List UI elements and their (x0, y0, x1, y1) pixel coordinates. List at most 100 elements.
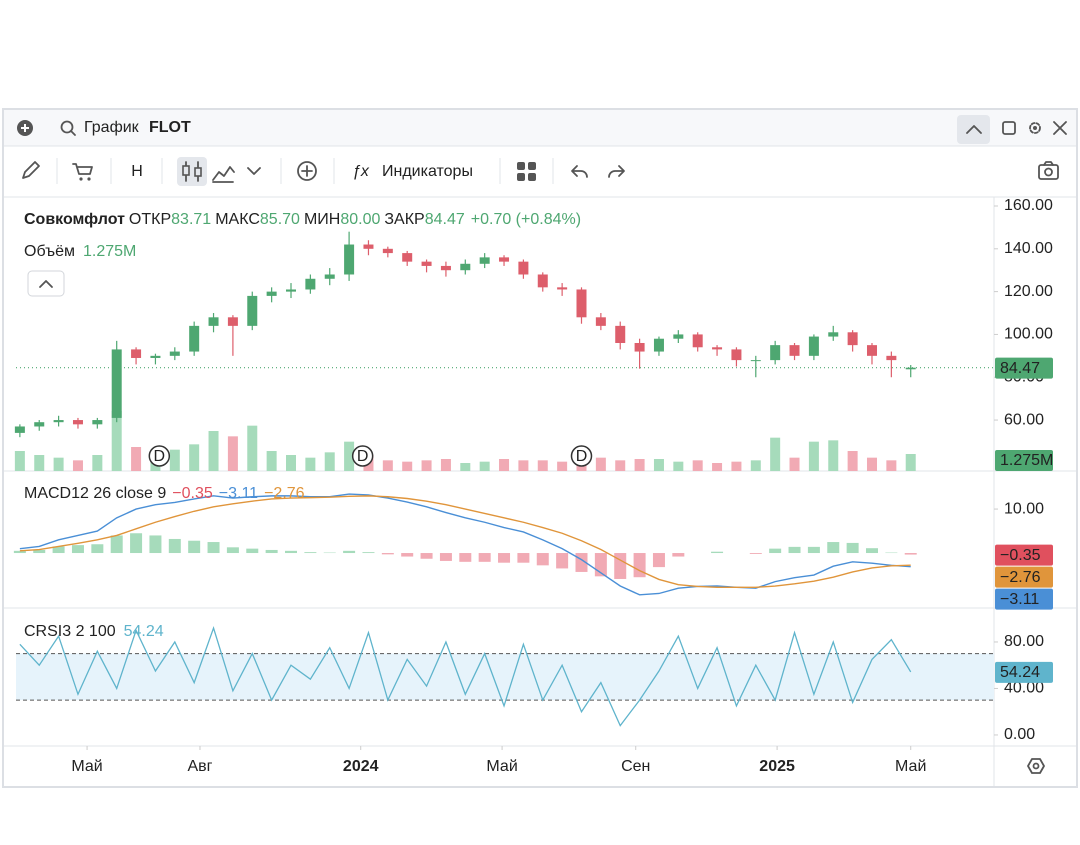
indicators-button[interactable]: Индикаторы (382, 163, 473, 180)
histogram-bar (401, 553, 414, 557)
dividend-label: D (154, 448, 166, 465)
volume-bar (227, 436, 238, 471)
volume-bar (866, 457, 877, 471)
search-icon[interactable] (60, 120, 76, 136)
compare-button[interactable] (297, 161, 317, 181)
volume-bar (789, 457, 800, 471)
legend-item: −0.35 (172, 485, 213, 502)
candle-body (750, 360, 761, 362)
indicator-tag-bg (995, 566, 1053, 588)
legend-item: ОТКР (129, 211, 171, 228)
candle-body (53, 420, 64, 423)
volume-bar (402, 461, 413, 471)
candle-body (789, 345, 800, 356)
candle-body (440, 265, 451, 271)
candle-body (479, 257, 490, 264)
histogram-bar (130, 533, 143, 554)
x-tick-label: 2024 (343, 758, 379, 775)
interval[interactable]: Н (131, 163, 143, 180)
x-tick-label: Май (486, 758, 517, 775)
candle-body (576, 289, 587, 318)
ticker[interactable]: FLOT (149, 119, 191, 136)
candle-body (557, 287, 568, 290)
legend: CRSI3 2 100 54.24 (24, 623, 164, 640)
undo-button[interactable] (571, 165, 588, 178)
histogram-bar (846, 542, 859, 554)
y-tick-label: 120.00 (1004, 283, 1053, 300)
draw-tool[interactable] (22, 161, 40, 179)
volume-bar (131, 447, 142, 471)
histogram-bar (459, 553, 472, 562)
legend-item: Совкомфлот (24, 211, 125, 228)
histogram-bar (827, 542, 840, 554)
legend-item: −3.11 (219, 485, 258, 502)
legend-item: +0.70 (+0.84%) (471, 211, 581, 228)
macd-line (19, 493, 911, 596)
candle-body (886, 355, 897, 361)
layout-button[interactable] (517, 162, 536, 181)
dividend-label: D (576, 448, 588, 465)
trade-button[interactable] (72, 163, 93, 181)
candle-body (286, 289, 297, 292)
screenshot-button[interactable] (1038, 161, 1059, 180)
volume-bar (324, 452, 335, 471)
line-chart-button[interactable] (212, 166, 235, 183)
add-button[interactable] (17, 120, 33, 136)
chart-type-menu[interactable] (247, 167, 261, 175)
last-volume-tag: 1.275M (1000, 452, 1053, 469)
y-tick-label: 100.00 (1004, 326, 1053, 343)
indicator-tag: 54.24 (1000, 664, 1040, 681)
candle-body (227, 317, 238, 326)
histogram-bar (285, 550, 298, 554)
indicator-tag: −2.76 (1000, 569, 1041, 586)
histogram-bar (865, 548, 878, 554)
legend-item: MACD12 26 close 9 (24, 485, 166, 502)
collapse-button[interactable] (957, 115, 990, 144)
settings-axis-button[interactable] (1027, 758, 1045, 774)
fx-icon: ƒx (352, 163, 370, 180)
candle-body (92, 420, 103, 425)
legend-toggle[interactable] (27, 270, 65, 297)
volume-bar (189, 444, 200, 471)
indicator-tag-bg (995, 661, 1053, 683)
legend-item: МАКС (215, 211, 260, 228)
volume-bar (34, 455, 45, 471)
legend-item: Объём (24, 243, 75, 260)
candle-body (653, 338, 664, 352)
candle-body (421, 261, 432, 266)
volume-bar (421, 460, 432, 471)
title-bar (4, 110, 1076, 146)
close-button[interactable] (1053, 121, 1067, 135)
legend-item: МИН (304, 211, 340, 228)
settings-button[interactable] (1029, 122, 1041, 134)
candle-body (131, 349, 142, 358)
legend-toggle-icon (39, 280, 53, 288)
volume-bar (479, 461, 490, 471)
volume-bar (208, 431, 219, 471)
candle-body (111, 349, 122, 418)
candle-body (905, 367, 916, 370)
indicator-tag-bg (995, 544, 1053, 566)
histogram-bar (788, 546, 801, 554)
volume-bar (673, 461, 684, 471)
candle-body (382, 248, 393, 254)
volume-bar (731, 461, 742, 471)
volume-bar (828, 440, 839, 471)
candle-body (692, 334, 703, 348)
y-tick-label: 40.00 (1004, 680, 1044, 697)
dividend-marker (570, 445, 593, 467)
window-button[interactable] (1002, 121, 1016, 135)
volume-bar (712, 463, 723, 471)
histogram-bar (13, 550, 26, 554)
candle-body (770, 345, 781, 361)
candle-body (72, 420, 83, 425)
histogram-bar (652, 553, 665, 568)
candles-button[interactable] (177, 157, 207, 186)
candle-body (305, 278, 316, 290)
x-tick-label: Май (71, 758, 102, 775)
histogram-bar (33, 549, 46, 554)
volume-bar (808, 441, 819, 471)
histogram-bar (52, 546, 65, 554)
volume-bar (344, 441, 355, 471)
redo-button[interactable] (608, 165, 625, 178)
